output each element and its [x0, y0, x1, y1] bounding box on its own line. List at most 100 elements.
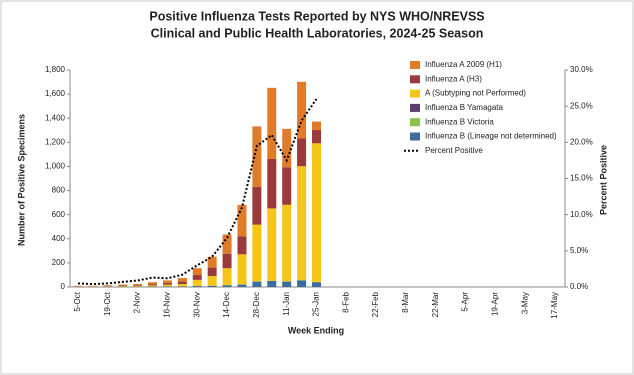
x-tick-label: 11-Jan [282, 292, 291, 316]
y-tick-label: 1,000 [45, 162, 66, 171]
legend-swatch [410, 61, 420, 69]
bar-segment [252, 126, 262, 187]
bar-segment [118, 285, 128, 287]
x-tick-label: 19-Apr [490, 292, 499, 316]
bar-segment [162, 284, 172, 287]
legend-swatch [410, 118, 420, 127]
bar-segment [297, 81, 307, 139]
bar-segment [133, 285, 143, 287]
x-tick-label: 19-Oct [103, 291, 112, 316]
legend-label: Influenza A 2009 (H1) [425, 60, 502, 69]
bar-segment [103, 285, 113, 286]
bar-segment [177, 286, 187, 287]
x-tick-label: 22-Mar [431, 292, 440, 318]
bar-segment [222, 234, 232, 254]
y-tick-label: 400 [52, 234, 66, 243]
bar-segment [162, 280, 172, 283]
bar-segment [252, 281, 262, 287]
bar-segment [177, 277, 187, 282]
bar-segment [267, 280, 277, 287]
bar-segment [192, 275, 202, 280]
y2-tick-label: 25.0% [570, 101, 593, 110]
bar-segment [237, 254, 247, 285]
bar-segment [297, 280, 307, 287]
bar-segment [282, 204, 292, 282]
legend-swatch [410, 103, 420, 112]
bar-segment [133, 285, 143, 286]
bar-segment [282, 281, 292, 287]
y-axis-title: Number of Positive Specimens [16, 114, 26, 246]
bar-segment [237, 284, 247, 287]
y2-tick-label: 0.0% [570, 282, 588, 291]
y2-tick-label: 20.0% [570, 137, 593, 146]
legend-label: Percent Positive [425, 146, 483, 155]
x-tick-label: 22-Feb [371, 291, 380, 317]
x-tick-label: 3-May [520, 292, 529, 314]
bar-segment [282, 167, 292, 205]
x-tick-label: 5-Apr [461, 292, 470, 312]
bar-segment [297, 166, 307, 281]
x-tick-label: 5-Oct [73, 291, 82, 311]
legend-label: Influenza B Victoria [425, 117, 494, 126]
y2-tick-label: 15.0% [570, 174, 593, 183]
bar-segment [312, 130, 321, 144]
bar-segment [282, 128, 292, 168]
legend-swatch [410, 132, 420, 141]
chart-title: Positive Influenza Tests Reported by NYS… [149, 9, 484, 23]
bar-segment [222, 253, 232, 269]
y2-tick-label: 30.0% [570, 65, 593, 74]
y2-tick-label: 5.0% [570, 246, 588, 255]
bar-segment [237, 236, 247, 255]
bar-segment [207, 276, 217, 286]
y-tick-label: 1,800 [45, 65, 66, 74]
y2-axis-title: Percent Positive [598, 145, 608, 215]
y-tick-label: 200 [52, 258, 66, 267]
bar-segment [207, 267, 217, 277]
legend-swatch [410, 89, 420, 98]
bar-segment [162, 286, 172, 287]
bar-segment [222, 285, 232, 287]
legend-label: Influenza B Yamagata [425, 103, 504, 112]
y-tick-label: 1,200 [45, 137, 66, 146]
x-tick-label: 30-Nov [192, 292, 201, 318]
bar-segment [222, 268, 232, 286]
bar-segment [252, 224, 262, 282]
bar-segment [133, 283, 143, 286]
bar-segment [237, 204, 247, 237]
bar-segment [312, 282, 321, 287]
bar-segment [148, 284, 158, 286]
bar-segment [192, 268, 202, 276]
chart-title: Clinical and Public Health Laboratories,… [151, 26, 484, 40]
bar-segment [267, 158, 277, 209]
bar-segment [118, 284, 128, 286]
x-tick-label: 8-Feb [341, 291, 350, 312]
bar-segment [192, 286, 202, 287]
y-tick-label: 800 [52, 186, 66, 195]
bar-segment [148, 282, 158, 285]
y-tick-label: 0 [61, 282, 66, 291]
bar-segment [162, 282, 172, 285]
x-tick-label: 28-Dec [252, 292, 261, 318]
legend-label: A (Subtyping not Performed) [425, 89, 526, 98]
y-tick-label: 1,600 [45, 89, 66, 98]
x-tick-label: 25-Jan [312, 292, 321, 316]
bar-segment [267, 87, 277, 159]
x-tick-label: 2-Nov [133, 292, 142, 313]
legend-swatch [410, 75, 420, 84]
y-tick-label: 600 [52, 210, 66, 219]
bar-segment [192, 279, 202, 286]
legend-label: Influenza A (H3) [425, 74, 482, 83]
bar-segment [148, 285, 158, 287]
bar-segment [177, 281, 187, 284]
percent-line [77, 98, 318, 286]
bar-segment [177, 283, 187, 287]
y-tick-label: 1,400 [45, 113, 66, 122]
y2-tick-label: 10.0% [570, 210, 593, 219]
x-tick-label: 8-Mar [401, 292, 410, 313]
bar-segment [312, 121, 321, 131]
x-tick-label: 14-Dec [222, 292, 231, 318]
x-tick-label: 17-May [550, 292, 559, 319]
x-axis-title: Week Ending [288, 325, 344, 335]
bar-segment [267, 208, 277, 281]
